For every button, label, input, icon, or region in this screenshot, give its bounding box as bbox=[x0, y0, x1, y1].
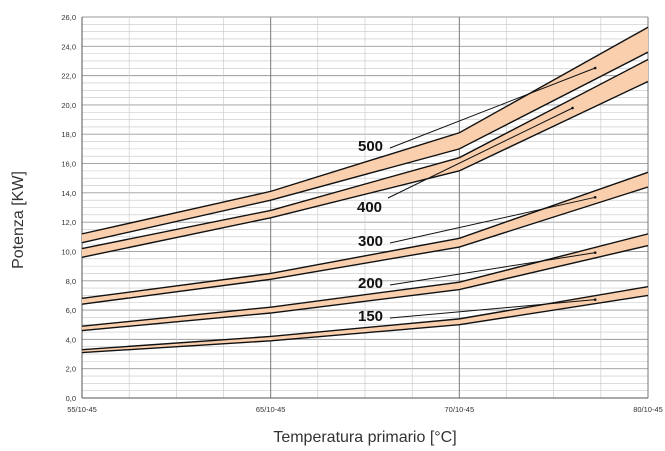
series-label: 300 bbox=[358, 233, 383, 250]
y-tick-label: 16,0 bbox=[61, 160, 76, 169]
x-tick-label: 80/10-45 bbox=[633, 405, 663, 414]
series-leader-line bbox=[389, 196, 596, 244]
series-label: 200 bbox=[358, 275, 383, 292]
y-tick-label: 12,0 bbox=[61, 218, 76, 227]
band-lower-line-200 bbox=[81, 244, 649, 332]
x-tick-label: 55/10-45 bbox=[67, 405, 97, 414]
y-tick-label: 24,0 bbox=[61, 42, 76, 51]
series-leader-dot bbox=[593, 298, 597, 301]
series-label: 150 bbox=[358, 308, 383, 325]
y-tick-label: 2,0 bbox=[66, 365, 76, 374]
series-leader-dot bbox=[593, 196, 597, 199]
y-tick-label: 6,0 bbox=[66, 306, 76, 315]
y-axis-title-wrap: Potenza [KW] bbox=[6, 120, 32, 320]
band-lower-line-500 bbox=[81, 51, 649, 244]
y-tick-label: 14,0 bbox=[61, 189, 76, 198]
series-label: 500 bbox=[358, 138, 383, 155]
x-tick-label: 65/10-45 bbox=[256, 405, 286, 414]
series-leader-line bbox=[389, 67, 596, 149]
band-lower-line-300 bbox=[81, 186, 649, 305]
y-axis-title: Potenza [KW] bbox=[10, 171, 27, 269]
y-tick-label: 8,0 bbox=[66, 277, 76, 286]
x-axis-title: Temperatura primario [°C] bbox=[273, 429, 457, 446]
y-tick-label: 18,0 bbox=[61, 130, 76, 139]
series-leader-dot bbox=[571, 106, 574, 110]
y-tick-label: 20,0 bbox=[61, 101, 76, 110]
band-lower-line-400 bbox=[81, 80, 649, 259]
band-upper-line-300 bbox=[81, 171, 649, 300]
series-leader-line bbox=[387, 107, 573, 199]
series-leader-dot bbox=[593, 251, 597, 254]
y-tick-label: 4,0 bbox=[66, 335, 76, 344]
band-lower-line-150 bbox=[81, 294, 649, 354]
series-label: 400 bbox=[357, 199, 382, 216]
series-leader-dot bbox=[593, 66, 597, 70]
y-tick-label: 26,0 bbox=[61, 13, 76, 22]
y-tick-label: 22,0 bbox=[61, 72, 76, 81]
series-leader-line bbox=[389, 299, 596, 319]
band-upper-line-150 bbox=[81, 285, 649, 351]
x-tick-label: 70/10-45 bbox=[445, 405, 475, 414]
y-tick-label: 0,0 bbox=[66, 394, 76, 403]
series-leader-line bbox=[389, 252, 596, 286]
band-upper-line-400 bbox=[81, 58, 649, 250]
band-upper-line-200 bbox=[81, 233, 649, 327]
y-tick-label: 10,0 bbox=[61, 247, 76, 256]
band-upper-line-500 bbox=[81, 26, 649, 235]
